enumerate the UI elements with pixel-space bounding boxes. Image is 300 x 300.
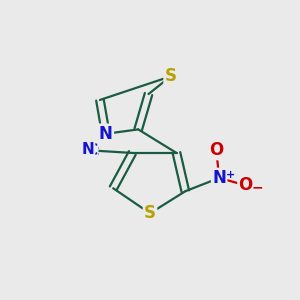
Text: N: N (212, 169, 226, 187)
Text: N: N (99, 125, 113, 143)
Text: O: O (238, 176, 253, 194)
Text: C: C (86, 143, 98, 158)
Text: +: + (226, 170, 235, 180)
Text: −: − (252, 181, 263, 195)
Text: S: S (144, 204, 156, 222)
Text: O: O (209, 141, 224, 159)
Text: S: S (165, 68, 177, 85)
Text: N: N (82, 142, 94, 158)
